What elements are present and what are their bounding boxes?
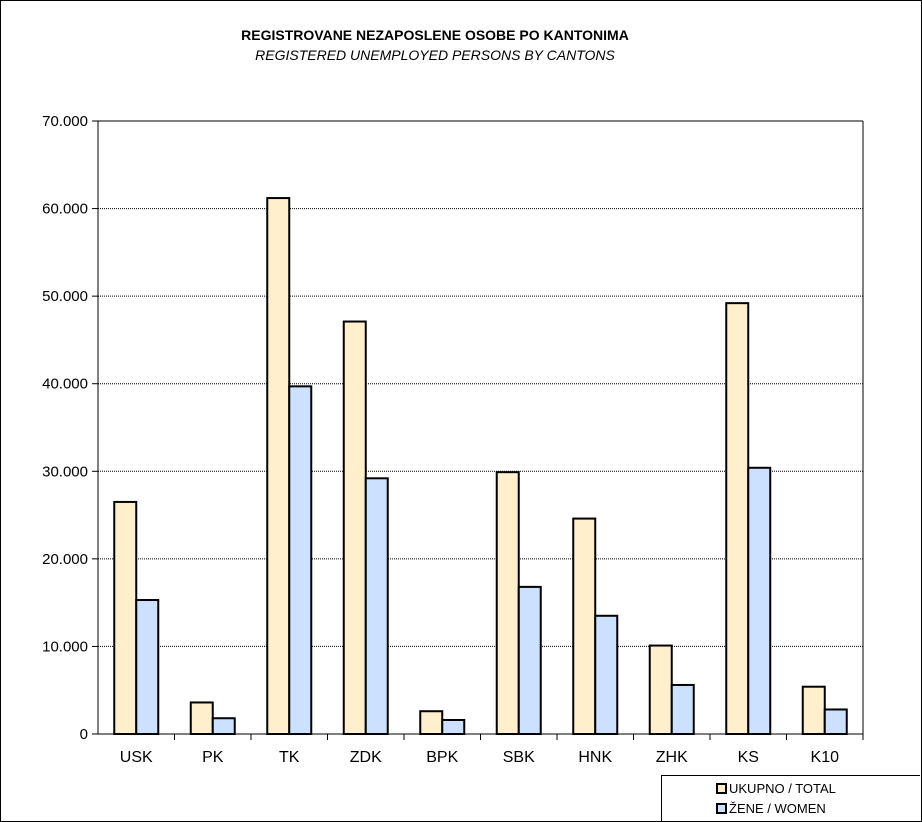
- x-tick-label: KS: [738, 749, 759, 766]
- bar-total-zdk: [342, 320, 367, 735]
- bar-total-hnk: [572, 517, 597, 735]
- bar-women-k10: [823, 708, 848, 735]
- bar-total-zhk: [648, 644, 673, 735]
- bar-women-usk: [135, 599, 160, 735]
- chart-title: REGISTROVANE NEZAPOSLENE OSOBE PO KANTON…: [241, 27, 629, 43]
- bar-women-zdk: [364, 477, 389, 736]
- bar-women-tk: [288, 385, 313, 735]
- bar-total-tk: [266, 197, 291, 735]
- x-tick-label: BPK: [426, 749, 458, 766]
- y-tick-label: 40.000: [42, 376, 88, 393]
- bar-total-bpk: [419, 710, 444, 736]
- bar-women-zhk: [670, 683, 695, 736]
- x-tick-label: PK: [202, 749, 224, 766]
- legend-label-total: UKUPNO / TOTAL: [729, 781, 836, 796]
- bar-women-hnk: [594, 614, 619, 735]
- y-tick-label: 30.000: [42, 463, 88, 480]
- y-tick-label: 70.000: [42, 113, 88, 130]
- chart-subtitle: REGISTERED UNEMPLOYED PERSONS BY CANTONS: [255, 47, 615, 63]
- bar-total-ks: [725, 302, 750, 735]
- bar-women-sbk: [517, 585, 542, 735]
- chart-legend: UKUPNO / TOTAL ŽENE / WOMEN: [661, 775, 920, 821]
- x-tick-label: ZHK: [656, 749, 688, 766]
- x-tick-label: SBK: [503, 749, 535, 766]
- bar-total-k10: [801, 685, 826, 735]
- y-tick-label: 60.000: [42, 201, 88, 218]
- bar-total-usk: [113, 500, 138, 735]
- bar-women-pk: [211, 717, 236, 735]
- legend-swatch-total: [716, 783, 727, 795]
- y-tick-label: 20.000: [42, 551, 88, 568]
- x-tick-label: ZDK: [350, 749, 382, 766]
- legend-item-total: UKUPNO / TOTAL: [716, 781, 836, 797]
- y-tick-label: 50.000: [42, 288, 88, 305]
- x-tick-label: USK: [120, 749, 153, 766]
- bar-total-sbk: [495, 471, 520, 735]
- bar-women-bpk: [441, 718, 466, 736]
- legend-swatch-women: [716, 803, 727, 815]
- y-tick-label: 0: [80, 726, 88, 743]
- legend-label-women: ŽENE / WOMEN: [729, 801, 826, 816]
- y-tick-label: 10.000: [42, 638, 88, 655]
- bar-total-pk: [189, 701, 214, 736]
- x-tick-label: HNK: [578, 749, 612, 766]
- x-tick-label: K10: [811, 749, 840, 766]
- x-tick-label: TK: [279, 749, 300, 766]
- legend-item-women: ŽENE / WOMEN: [716, 801, 826, 817]
- bar-women-ks: [747, 466, 772, 735]
